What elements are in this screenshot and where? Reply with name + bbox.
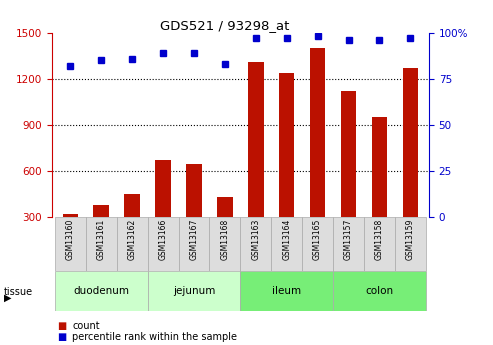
Text: ■: ■ — [57, 321, 66, 331]
Bar — [186, 164, 202, 264]
Bar — [372, 117, 387, 264]
Bar — [302, 217, 333, 271]
Text: GSM13163: GSM13163 — [251, 219, 260, 260]
Text: count: count — [72, 321, 100, 331]
Text: GSM13157: GSM13157 — [344, 219, 353, 260]
Text: GSM13161: GSM13161 — [97, 219, 106, 260]
Text: GDS521 / 93298_at: GDS521 / 93298_at — [160, 19, 289, 32]
Bar — [403, 68, 418, 264]
Bar — [395, 217, 426, 271]
Text: GSM13168: GSM13168 — [220, 219, 229, 260]
Text: tissue: tissue — [4, 287, 33, 296]
Bar — [279, 73, 294, 264]
Bar — [63, 214, 78, 264]
Bar — [310, 48, 325, 264]
Bar — [124, 194, 140, 264]
Text: ileum: ileum — [272, 286, 301, 296]
Bar — [178, 217, 210, 271]
Text: GSM13167: GSM13167 — [189, 219, 199, 260]
Text: duodenum: duodenum — [73, 286, 129, 296]
Bar — [341, 91, 356, 264]
Text: GSM13162: GSM13162 — [128, 219, 137, 260]
Bar — [155, 160, 171, 264]
Text: jejunum: jejunum — [173, 286, 215, 296]
Bar — [333, 271, 426, 310]
Bar — [94, 205, 109, 264]
Text: GSM13160: GSM13160 — [66, 219, 75, 260]
Bar — [147, 271, 241, 310]
Text: GSM13159: GSM13159 — [406, 219, 415, 260]
Bar — [333, 217, 364, 271]
Bar — [55, 271, 147, 310]
Bar — [271, 217, 302, 271]
Bar — [217, 197, 233, 264]
Bar — [147, 217, 178, 271]
Text: ■: ■ — [57, 333, 66, 342]
Text: GSM13166: GSM13166 — [159, 219, 168, 260]
Bar — [210, 217, 241, 271]
Bar — [248, 62, 264, 264]
Bar — [55, 217, 86, 271]
Text: GSM13165: GSM13165 — [313, 219, 322, 260]
Bar — [117, 217, 147, 271]
Text: ▶: ▶ — [4, 293, 11, 302]
Text: GSM13164: GSM13164 — [282, 219, 291, 260]
Text: percentile rank within the sample: percentile rank within the sample — [72, 333, 238, 342]
Bar — [364, 217, 395, 271]
Bar — [241, 271, 333, 310]
Bar — [241, 217, 271, 271]
Text: GSM13158: GSM13158 — [375, 219, 384, 260]
Text: colon: colon — [365, 286, 393, 296]
Bar — [86, 217, 117, 271]
